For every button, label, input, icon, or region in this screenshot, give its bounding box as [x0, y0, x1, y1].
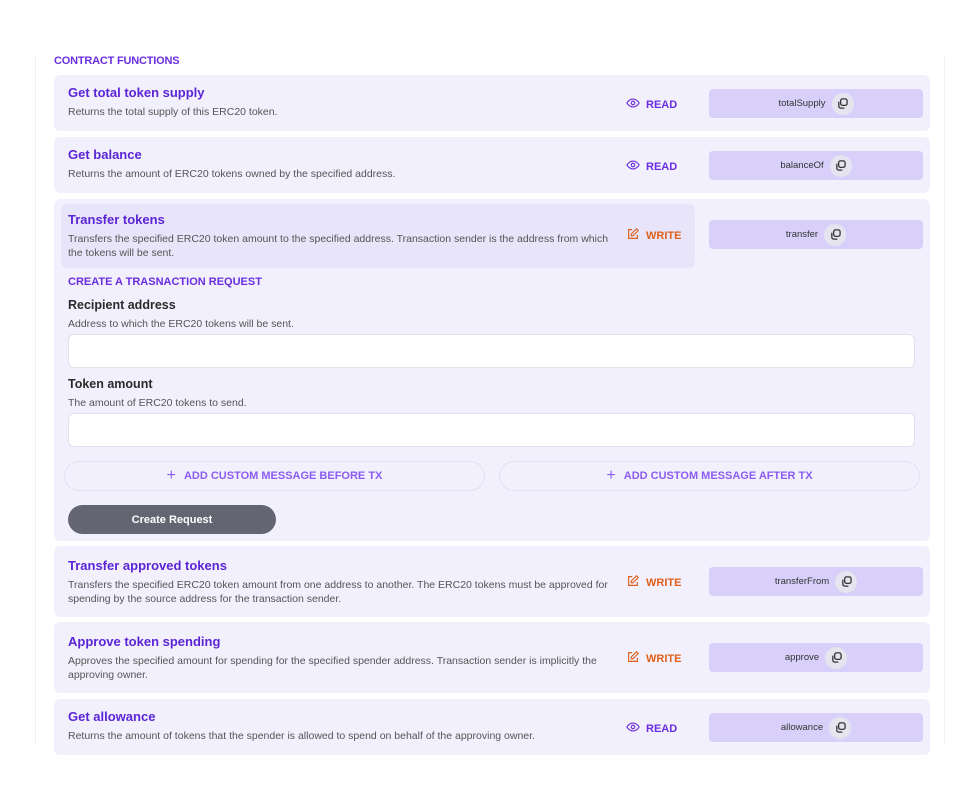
plus-icon: +: [606, 467, 616, 484]
function-card-balanceOf[interactable]: Get balance Returns the amount of ERC20 …: [54, 137, 930, 193]
request-title: CREATE A TRASNACTION REQUEST: [68, 276, 262, 288]
function-header[interactable]: Transfer tokens Transfers the specified …: [61, 204, 695, 268]
recipient-address-input[interactable]: [68, 334, 915, 368]
eye-icon: [626, 96, 640, 113]
function-card-approve[interactable]: Approve token spending Approves the spec…: [54, 622, 930, 693]
copy-icon[interactable]: [835, 570, 858, 593]
token-amount-input[interactable]: [68, 413, 915, 447]
function-header[interactable]: Get balance Returns the amount of ERC20 …: [61, 139, 695, 189]
add-message-after-button[interactable]: + ADD CUSTOM MESSAGE AFTER TX: [499, 461, 920, 491]
function-name-chip: totalSupply: [709, 89, 923, 118]
function-name: transfer: [785, 229, 819, 240]
create-request-button[interactable]: Create Request: [68, 505, 276, 534]
function-title: Get total token supply: [68, 85, 205, 100]
edit-icon: [626, 227, 640, 244]
amount-label: Token amount: [68, 377, 153, 391]
function-header[interactable]: Transfer approved tokens Transfers the s…: [61, 550, 695, 614]
recipient-description: Address to which the ERC20 tokens will b…: [68, 318, 294, 330]
function-card-totalSupply[interactable]: Get total token supply Returns the total…: [54, 75, 930, 131]
function-name-chip: transferFrom: [709, 567, 923, 596]
function-name: allowance: [780, 722, 824, 733]
function-title: Approve token spending: [68, 634, 221, 649]
edit-icon: [626, 574, 640, 591]
function-description: Returns the total supply of this ERC20 t…: [68, 106, 278, 118]
function-card-transferFrom[interactable]: Transfer approved tokens Transfers the s…: [54, 546, 930, 617]
copy-icon[interactable]: [829, 716, 852, 739]
function-kind-badge: WRITE: [626, 227, 681, 244]
function-header[interactable]: Get allowance Returns the amount of toke…: [61, 701, 695, 751]
plus-icon: +: [166, 467, 176, 484]
copy-icon[interactable]: [829, 154, 852, 177]
function-header[interactable]: Approve token spending Approves the spec…: [61, 626, 695, 690]
function-kind-badge: READ: [626, 96, 677, 113]
function-description: Approves the specified amount for spendi…: [68, 655, 597, 681]
section-title: CONTRACT FUNCTIONS: [54, 55, 180, 67]
function-name: approve: [784, 652, 820, 663]
function-name-chip: balanceOf: [709, 151, 923, 180]
function-description: Returns the amount of ERC20 tokens owned…: [68, 168, 396, 180]
copy-icon[interactable]: [831, 92, 854, 115]
function-name-chip: approve: [709, 643, 923, 672]
function-title: Transfer tokens: [68, 212, 165, 227]
function-title: Get balance: [68, 147, 142, 162]
function-kind-badge: WRITE: [626, 574, 681, 591]
function-description: Returns the amount of tokens that the sp…: [68, 730, 535, 742]
function-name: transferFrom: [774, 576, 830, 587]
function-kind-badge: WRITE: [626, 650, 681, 667]
function-card-allowance[interactable]: Get allowance Returns the amount of toke…: [54, 699, 930, 755]
copy-icon[interactable]: [825, 646, 848, 669]
function-name: totalSupply: [778, 98, 826, 109]
function-title: Get allowance: [68, 709, 156, 724]
function-name-chip: transfer: [709, 220, 923, 249]
function-kind-badge: READ: [626, 158, 677, 175]
eye-icon: [626, 158, 640, 175]
function-description: Transfers the specified ERC20 token amou…: [68, 233, 609, 259]
eye-icon: [626, 720, 640, 737]
edit-icon: [626, 650, 640, 667]
function-title: Transfer approved tokens: [68, 558, 227, 573]
function-kind-badge: READ: [626, 720, 677, 737]
panel-frame: [35, 55, 945, 745]
add-message-before-button[interactable]: + ADD CUSTOM MESSAGE BEFORE TX: [64, 461, 485, 491]
function-name: balanceOf: [780, 160, 824, 171]
function-card-transfer[interactable]: Transfer tokens Transfers the specified …: [54, 199, 930, 541]
amount-description: The amount of ERC20 tokens to send.: [68, 397, 247, 409]
copy-icon[interactable]: [824, 223, 847, 246]
function-header[interactable]: Get total token supply Returns the total…: [61, 77, 695, 127]
function-name-chip: allowance: [709, 713, 923, 742]
recipient-label: Recipient address: [68, 298, 176, 312]
function-description: Transfers the specified ERC20 token amou…: [68, 579, 608, 605]
